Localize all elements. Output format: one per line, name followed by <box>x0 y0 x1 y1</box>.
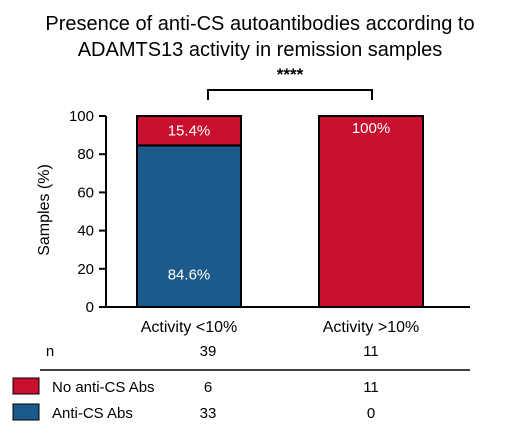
row0-value-cat-1: 6 <box>204 379 212 396</box>
n-value-cat-1: 39 <box>200 343 217 360</box>
y-tick-label-40: 40 <box>77 223 94 240</box>
chart-title-line-1: Presence of anti-CS autoantibodies accor… <box>45 13 474 35</box>
category-labels: Activity <10% Activity >10% <box>141 319 419 336</box>
n-value-cat-2: 11 <box>363 343 379 360</box>
n-label: n <box>46 343 54 360</box>
y-tick-label-100: 100 <box>69 108 94 125</box>
y-tick-label-80: 80 <box>77 146 94 163</box>
y-tick-label-0: 0 <box>86 299 94 316</box>
data-label-1-series-2: 15.4% <box>168 123 211 140</box>
bar-2-series-2 <box>318 115 424 308</box>
row1-value-cat-2: 0 <box>367 405 375 422</box>
bars: 84.6% 15.4% 100% <box>136 115 424 308</box>
chart-title-line-2: ADAMTS13 activity in remission samples <box>78 39 443 61</box>
category-label-2: Activity >10% <box>323 319 419 336</box>
category-label-1: Activity <10% <box>141 319 237 336</box>
row1-value-cat-1: 33 <box>200 405 217 422</box>
data-label-1-series-1: 84.6% <box>168 267 211 284</box>
count-table: n 39 11 No anti-CS Abs 6 11 Anti-CS Abs … <box>12 343 470 422</box>
row0-value-cat-2: 11 <box>363 379 379 396</box>
bar-1-series-2 <box>136 115 242 147</box>
y-tick-label-20: 20 <box>77 261 94 278</box>
row-label-anti-cs: Anti-CS Abs <box>52 405 133 422</box>
y-tick-label-60: 60 <box>77 184 94 201</box>
bar-1-series-1 <box>136 144 242 308</box>
data-label-2-series-2: 100% <box>352 120 390 137</box>
legend-swatch-anti-cs <box>12 403 40 421</box>
significance-label: **** <box>277 65 304 84</box>
y-axis-label: Samples (%) <box>36 164 53 256</box>
row-label-no-anti-cs: No anti-CS Abs <box>52 379 155 396</box>
significance-bracket: **** <box>207 65 373 100</box>
legend-swatch-no-anti-cs <box>12 377 40 395</box>
